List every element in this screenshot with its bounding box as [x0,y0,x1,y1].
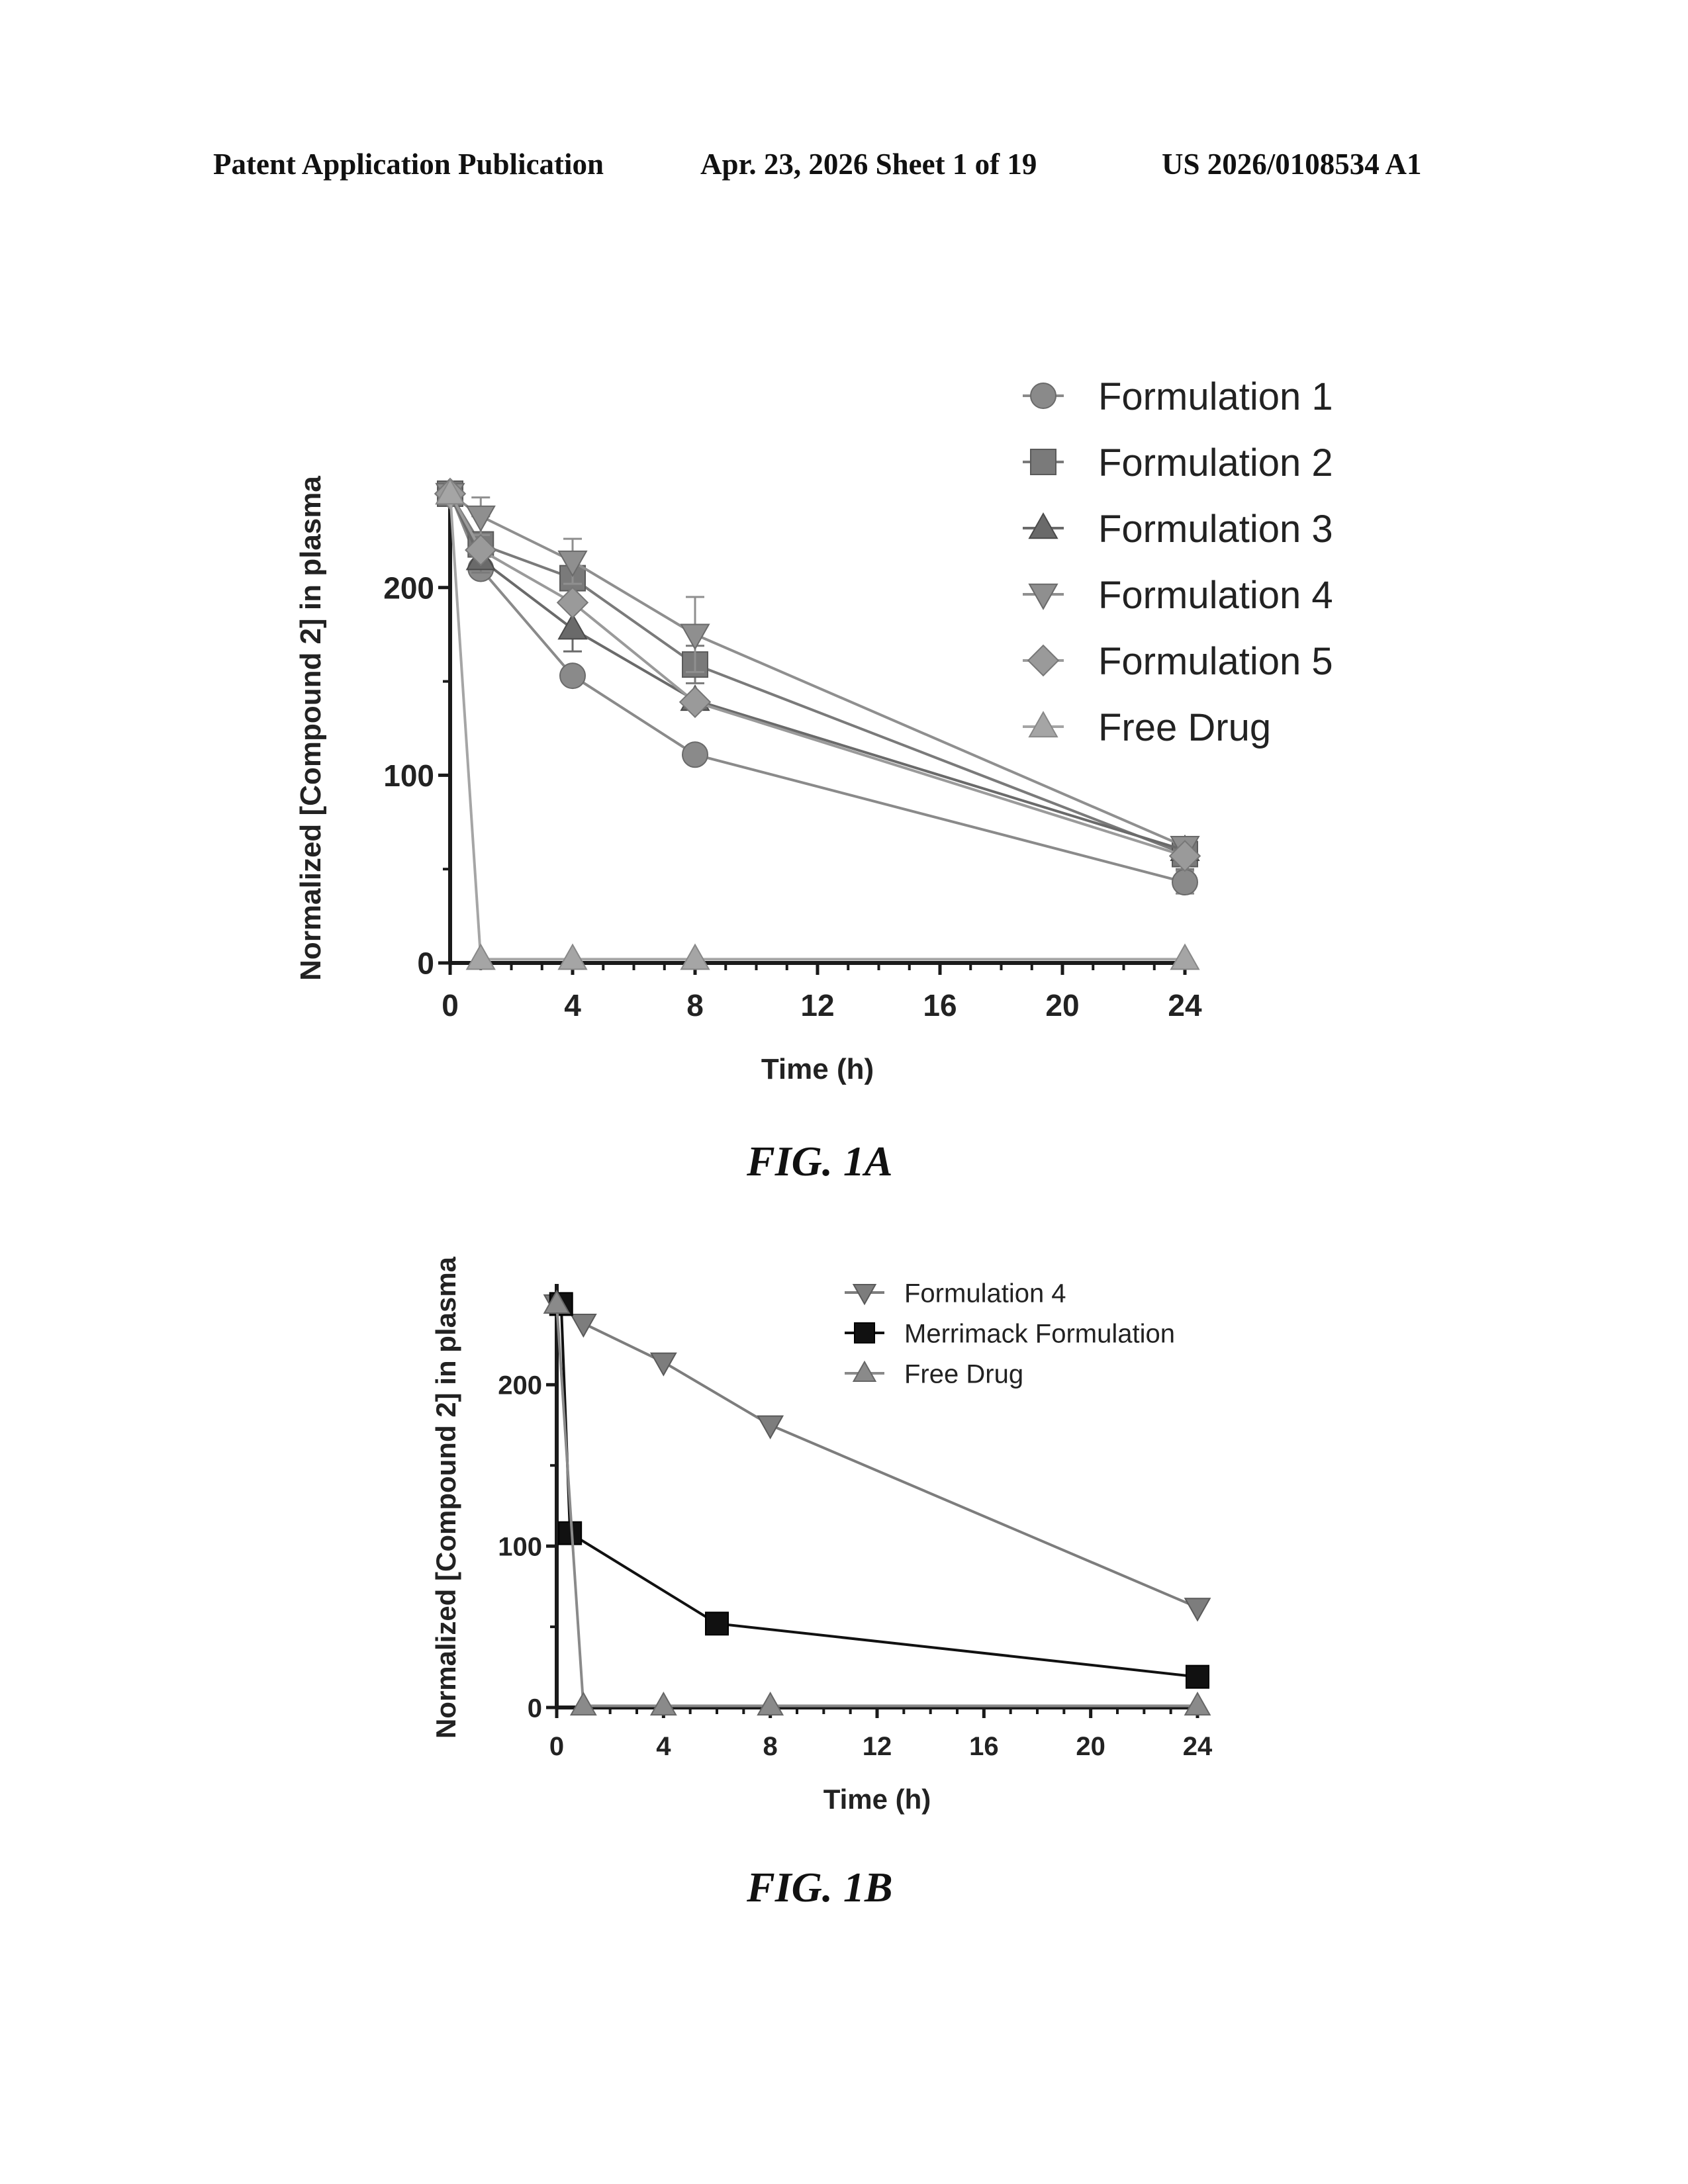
x-tick-label: 8 [763,1732,778,1761]
y-tick-label: 200 [498,1371,542,1400]
x-axis-title: Time (h) [823,1784,931,1815]
data-point-merrimack-formulation [559,1522,581,1545]
x-tick-label: 12 [863,1732,892,1761]
figure-1b-caption: FIG. 1B [747,1863,893,1912]
legend-label-free-drug: Free Drug [904,1359,1023,1388]
data-point-merrimack-formulation [1186,1666,1209,1688]
series-line-formulation-4 [557,1304,1197,1607]
x-tick-label: 16 [969,1732,999,1761]
data-point-formulation-4 [571,1314,596,1336]
data-point-free-drug [1185,1693,1209,1715]
legend-marker-formulation-4 [854,1285,876,1304]
x-tick-label: 0 [549,1732,564,1761]
data-point-formulation-4 [758,1416,782,1438]
data-point-merrimack-formulation [706,1612,728,1635]
legend-marker-merrimack-formulation [855,1323,874,1343]
data-point-free-drug [758,1693,782,1715]
series-free-drug [544,1291,1209,1715]
data-point-formulation-4 [1185,1598,1209,1620]
figure-1b-chart: 0 4 8 12 16 20 24 0 100 200 Time (h) Normalized [Co… [0,0,1688,1919]
x-tick-label: 24 [1183,1732,1213,1761]
legend-label-merrimack-formulation: Merrimack Formulation [904,1319,1175,1348]
legend-marker-free-drug [854,1362,876,1381]
x-tick-label: 20 [1076,1732,1105,1761]
data-point-free-drug [571,1693,596,1715]
data-point-formulation-4 [651,1353,676,1375]
x-tick-label: 4 [656,1732,671,1761]
y-tick-label: 100 [498,1533,542,1562]
series-merrimack-formulation [550,1293,1209,1688]
series-line-free-drug [557,1304,1197,1706]
legend-label-formulation-4: Formulation 4 [904,1279,1066,1308]
y-axis-title: Normalized [Compound 2] in plasma [430,1256,461,1739]
data-point-free-drug [651,1693,676,1715]
y-tick-label: 0 [528,1694,542,1723]
